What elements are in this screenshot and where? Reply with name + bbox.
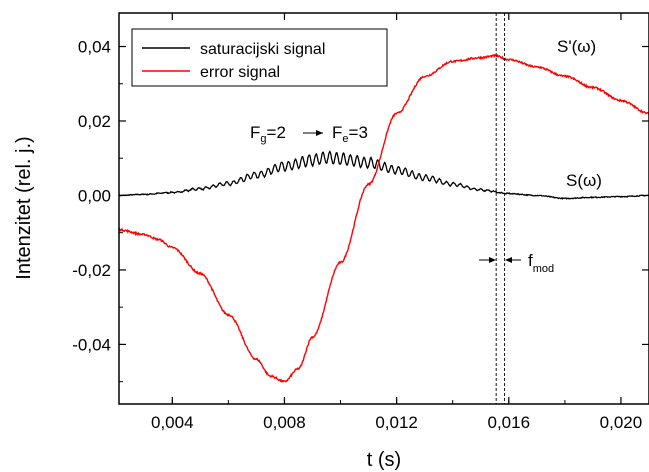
legend-box xyxy=(131,28,388,87)
series-line-error xyxy=(118,53,649,383)
fe-value: =3 xyxy=(349,123,368,142)
plot-frame xyxy=(118,12,649,405)
legend-label-error: error signal xyxy=(200,64,280,81)
y-tick-label: -0,04 xyxy=(72,335,111,354)
y-tick-label: 0,02 xyxy=(78,112,111,131)
series-line-saturation xyxy=(118,150,649,200)
x-tick-label: 0,004 xyxy=(151,413,194,432)
transition-arrowhead xyxy=(316,130,323,136)
fg-symbol: F xyxy=(250,123,260,142)
fmod-annotation: fmod xyxy=(479,251,554,275)
x-tick-label: 0,020 xyxy=(600,413,643,432)
transition-annotation: Fg=2 Fe=3 xyxy=(250,123,368,145)
s-label: S(ω) xyxy=(566,171,602,190)
x-axis-title: t (s) xyxy=(367,449,401,471)
fg-subscript: g xyxy=(260,133,266,145)
y-axis-title: Intenzitet (rel. j.) xyxy=(13,136,35,279)
fe-symbol: F xyxy=(332,123,342,142)
fmod-subscript: mod xyxy=(533,263,554,275)
fe-subscript: e xyxy=(342,133,348,145)
y-tick-label: 0,00 xyxy=(78,186,111,205)
tick-layer: 0,004 0,008 0,012 0,016 0,020 -0,04 -0,02 0,00 0… xyxy=(72,13,649,432)
series-layer xyxy=(118,53,649,383)
x-tick-label: 0,008 xyxy=(263,413,306,432)
legend: saturacijski signal error signal xyxy=(131,28,388,87)
legend-label-saturation: saturacijski signal xyxy=(200,41,325,58)
s-prime-label: S'(ω) xyxy=(557,37,596,56)
svg-text:fmod: fmod xyxy=(528,251,554,275)
x-tick-label: 0,012 xyxy=(375,413,418,432)
fg-value: =2 xyxy=(267,123,286,142)
y-tick-label: -0,02 xyxy=(72,261,111,280)
x-tick-label: 0,016 xyxy=(488,413,531,432)
svg-text:Fe=3: Fe=3 xyxy=(332,123,368,145)
fmod-symbol: f xyxy=(528,251,533,270)
y-tick-label: 0,04 xyxy=(78,38,111,57)
marker-lines xyxy=(495,13,506,404)
svg-text:Fg=2: Fg=2 xyxy=(250,123,286,145)
fmod-arrowhead-left xyxy=(489,257,496,263)
fmod-arrowhead-right xyxy=(505,257,512,263)
